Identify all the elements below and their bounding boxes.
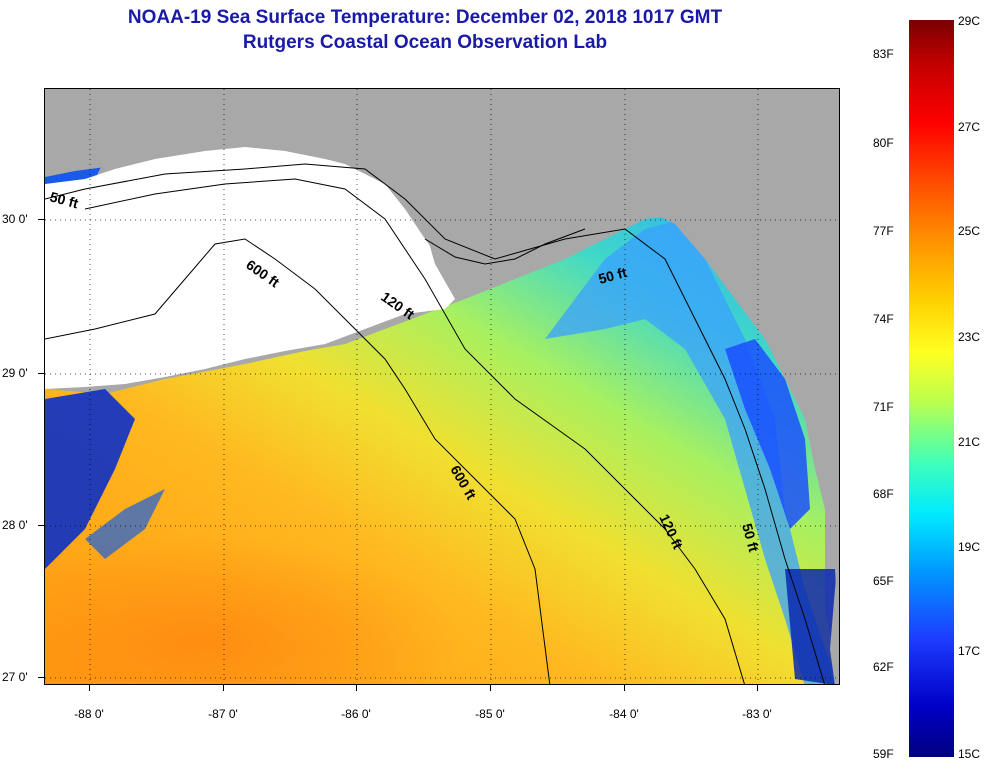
colorbar-label-c: 19C xyxy=(958,540,981,554)
land-area xyxy=(45,89,839,527)
colorbar-label-f: 71F xyxy=(873,400,894,414)
colorbar-label-c: 21C xyxy=(958,435,981,449)
contour-120ft xyxy=(84,178,745,684)
colorbar-label-c: 15C xyxy=(958,747,981,761)
colorbar-label-f: 68F xyxy=(873,487,894,501)
lon-label: -85 0' xyxy=(475,707,505,721)
lat-label: 27 0' xyxy=(2,670,28,684)
map-subtitle: Rutgers Coastal Ocean Observation Lab xyxy=(242,32,608,53)
colorbar-label-c: 17C xyxy=(958,644,981,658)
lat-label: 28 0' xyxy=(2,518,28,532)
no-data-region xyxy=(45,147,455,389)
temperature-colorbar xyxy=(909,20,954,757)
map-title: NOAA-19 Sea Surface Temperature: Decembe… xyxy=(127,7,723,28)
contour-label-50ft-ne: 50 ft xyxy=(597,264,629,287)
contour-600ft xyxy=(45,238,551,684)
lon-label: -87 0' xyxy=(208,707,238,721)
contour-label-50ft-nw: 50 ft xyxy=(48,188,80,211)
lon-label: -83 0' xyxy=(742,707,772,721)
lat-label: 30 0' xyxy=(2,212,28,226)
colorbar-label-f: 74F xyxy=(873,312,894,326)
colorbar-label-f: 59F xyxy=(873,747,894,761)
colorbar-label-f: 65F xyxy=(873,574,894,588)
colorbar-label-f: 77F xyxy=(873,224,894,238)
lon-label: -88 0' xyxy=(74,707,104,721)
colorbar-label-f: 80F xyxy=(873,136,894,150)
lon-label: -84 0' xyxy=(609,707,639,721)
contour-50ft xyxy=(45,163,825,684)
colorbar-label-c: 29C xyxy=(958,14,981,28)
contour-label-50ft-e: 50 ft xyxy=(739,522,762,554)
sst-map[interactable]: 50 ft 600 ft 120 ft 50 ft 600 ft 120 ft … xyxy=(44,88,840,685)
colorbar-label-f: 62F xyxy=(873,660,894,674)
depth-contours xyxy=(45,163,825,684)
lon-label: -86 0' xyxy=(341,707,371,721)
colorbar-label-c: 27C xyxy=(958,120,981,134)
colorbar-label-c: 25C xyxy=(958,224,981,238)
colorbar-label-c: 23C xyxy=(958,330,981,344)
lat-label: 29 0' xyxy=(2,366,28,380)
colorbar-label-f: 83F xyxy=(873,47,894,61)
